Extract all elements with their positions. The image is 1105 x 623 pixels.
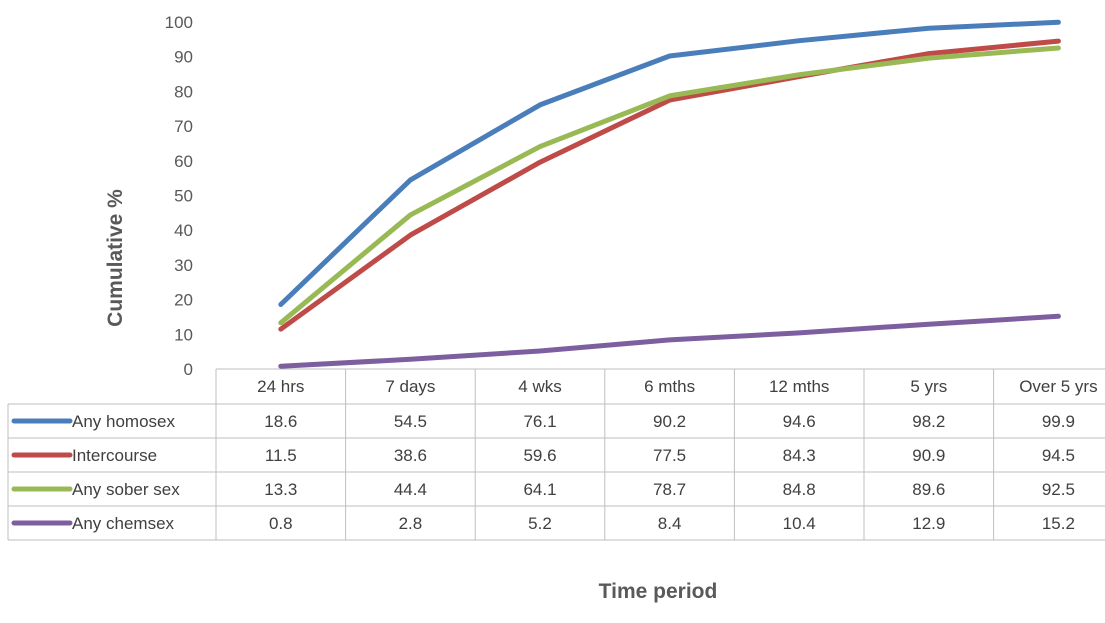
series-lines <box>278 19 1061 369</box>
data-label: 64.1 <box>523 480 556 499</box>
y-tick-label: 30 <box>174 256 193 275</box>
data-label: 12.9 <box>912 514 945 533</box>
y-axis-ticks: 0 10 20 30 40 50 60 70 80 90 100 <box>165 13 193 379</box>
data-label: 78.7 <box>653 480 686 499</box>
data-label: 99.9 <box>1042 412 1075 431</box>
data-label: 2.8 <box>399 514 423 533</box>
x-tick-label: Over 5 yrs <box>1019 377 1097 396</box>
x-axis-title: Time period <box>599 580 718 603</box>
data-label: 8.4 <box>658 514 682 533</box>
legend-label: Any homosex <box>72 412 175 431</box>
data-label: 54.5 <box>394 412 427 431</box>
data-label: 0.8 <box>269 514 293 533</box>
x-tick-label: 12 mths <box>769 377 829 396</box>
series-line <box>278 19 1061 307</box>
x-tick-label: 6 mths <box>644 377 695 396</box>
series-line <box>278 313 1061 369</box>
data-label: 92.5 <box>1042 480 1075 499</box>
data-label: 15.2 <box>1042 514 1075 533</box>
data-table: 24 hrs 7 days 4 wks 6 mths 12 mths 5 yrs Over … <box>11 377 1098 533</box>
x-tick-label: 24 hrs <box>257 377 304 396</box>
data-label: 84.3 <box>783 446 816 465</box>
y-tick-label: 60 <box>174 152 193 171</box>
x-tick-label: 4 wks <box>518 377 561 396</box>
y-tick-label: 80 <box>174 82 193 101</box>
data-label: 84.8 <box>783 480 816 499</box>
data-label: 76.1 <box>523 412 556 431</box>
x-tick-label: 5 yrs <box>910 377 947 396</box>
data-label: 98.2 <box>912 412 945 431</box>
y-axis-title: Cumulative % <box>104 189 127 327</box>
y-tick-label: 90 <box>174 48 193 67</box>
data-label: 13.3 <box>264 480 297 499</box>
data-label: 90.2 <box>653 412 686 431</box>
data-label: 94.6 <box>783 412 816 431</box>
data-label: 38.6 <box>394 446 427 465</box>
data-label: 18.6 <box>264 412 297 431</box>
legend-label: Intercourse <box>72 446 157 465</box>
x-tick-label: 7 days <box>385 377 435 396</box>
data-label: 94.5 <box>1042 446 1075 465</box>
data-label: 90.9 <box>912 446 945 465</box>
data-label: 59.6 <box>523 446 556 465</box>
series-line <box>278 45 1061 326</box>
data-label: 44.4 <box>394 480 427 499</box>
y-tick-label: 0 <box>184 360 193 379</box>
y-tick-label: 10 <box>174 325 193 344</box>
legend-label: Any sober sex <box>72 480 180 499</box>
legend-label: Any chemsex <box>72 514 175 533</box>
series-line <box>278 38 1061 332</box>
data-label: 89.6 <box>912 480 945 499</box>
data-label: 77.5 <box>653 446 686 465</box>
y-tick-label: 50 <box>174 187 193 206</box>
y-tick-label: 100 <box>165 13 193 32</box>
y-tick-label: 40 <box>174 221 193 240</box>
data-label: 11.5 <box>265 446 297 465</box>
data-table-grid <box>7 368 1105 541</box>
y-tick-label: 70 <box>174 117 193 136</box>
data-label: 10.4 <box>783 514 816 533</box>
data-label: 5.2 <box>528 514 552 533</box>
y-tick-label: 20 <box>174 291 193 310</box>
